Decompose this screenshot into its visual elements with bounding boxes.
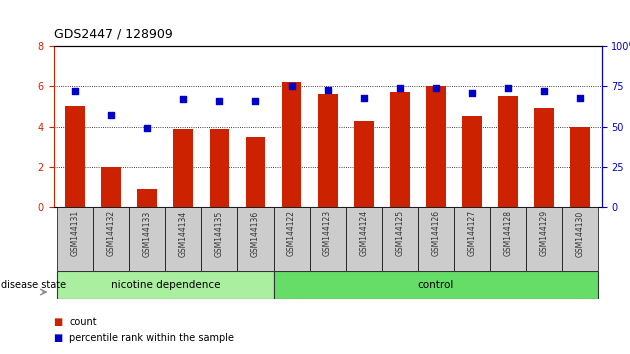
Bar	[165, 207, 202, 271]
Text: ■: ■	[54, 333, 63, 343]
Point	[323, 87, 333, 92]
Point	[467, 90, 477, 96]
Text: count: count	[69, 317, 97, 327]
Bar	[273, 207, 309, 271]
Bar	[390, 92, 410, 207]
Text: GSM144124: GSM144124	[359, 210, 368, 256]
Bar	[101, 167, 121, 207]
Bar	[210, 129, 229, 207]
Point	[142, 125, 152, 131]
Bar	[273, 271, 598, 299]
Point	[106, 113, 117, 118]
Text: GSM144135: GSM144135	[215, 210, 224, 257]
Text: percentile rank within the sample: percentile rank within the sample	[69, 333, 234, 343]
Point	[394, 85, 404, 91]
Text: GSM144133: GSM144133	[143, 210, 152, 257]
Bar	[454, 207, 490, 271]
Text: nicotine dependence: nicotine dependence	[111, 280, 220, 290]
Bar	[238, 207, 273, 271]
Text: GSM144129: GSM144129	[539, 210, 549, 256]
Bar	[418, 207, 454, 271]
Text: GSM144122: GSM144122	[287, 210, 296, 256]
Bar	[382, 207, 418, 271]
Point	[503, 85, 513, 91]
Bar	[346, 207, 382, 271]
Bar	[498, 96, 518, 207]
Bar	[173, 129, 193, 207]
Text: ■: ■	[54, 317, 63, 327]
Bar	[526, 207, 562, 271]
Bar	[462, 116, 482, 207]
Text: GSM144126: GSM144126	[432, 210, 440, 256]
Bar	[66, 107, 85, 207]
Bar	[353, 120, 374, 207]
Bar	[562, 207, 598, 271]
Text: GSM144125: GSM144125	[395, 210, 404, 256]
Bar	[318, 95, 338, 207]
Point	[178, 96, 188, 102]
Bar	[490, 207, 526, 271]
Bar	[426, 86, 445, 207]
Text: GSM144132: GSM144132	[106, 210, 116, 256]
Text: GSM144123: GSM144123	[323, 210, 332, 256]
Bar	[534, 108, 554, 207]
Text: GSM144128: GSM144128	[503, 210, 512, 256]
Text: GSM144131: GSM144131	[71, 210, 79, 256]
Bar	[57, 207, 93, 271]
Bar	[246, 137, 265, 207]
Bar	[93, 207, 129, 271]
Text: GSM144134: GSM144134	[179, 210, 188, 257]
Bar	[129, 207, 165, 271]
Text: GSM144136: GSM144136	[251, 210, 260, 257]
Point	[431, 85, 441, 91]
Bar	[57, 271, 273, 299]
Text: control: control	[418, 280, 454, 290]
Point	[70, 88, 80, 94]
Bar	[202, 207, 238, 271]
Bar	[570, 127, 590, 207]
Point	[539, 88, 549, 94]
Point	[214, 98, 224, 104]
Text: GDS2447 / 128909: GDS2447 / 128909	[54, 28, 172, 41]
Text: disease state: disease state	[1, 280, 66, 290]
Bar	[282, 82, 302, 207]
Point	[251, 98, 261, 104]
Point	[358, 95, 369, 101]
Bar	[309, 207, 346, 271]
Text: GSM144130: GSM144130	[576, 210, 585, 257]
Point	[287, 84, 297, 89]
Text: GSM144127: GSM144127	[467, 210, 476, 256]
Bar	[137, 189, 158, 207]
Point	[575, 95, 585, 101]
